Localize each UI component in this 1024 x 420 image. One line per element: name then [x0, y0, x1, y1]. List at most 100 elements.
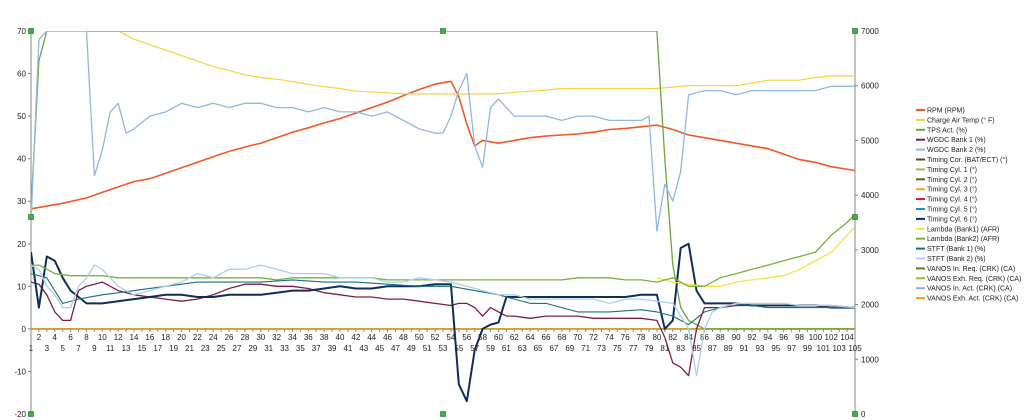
series-stft-bank-1 — [31, 273, 855, 326]
y-left-tick-label: -10 — [14, 367, 26, 376]
x-tick-label: 51 — [423, 344, 432, 353]
axes: 706050403020100-10-207000600050004000300… — [14, 27, 879, 419]
x-tick-label: 21 — [185, 344, 194, 353]
y-left-tick-label: -20 — [14, 410, 26, 419]
x-tick-label: 50 — [415, 333, 424, 342]
x-tick-label: 46 — [383, 333, 392, 342]
x-tick-label: 83 — [676, 344, 685, 353]
x-tick-label: 86 — [700, 333, 709, 342]
selection-handle — [28, 28, 34, 34]
x-tick-label: 31 — [264, 344, 273, 353]
x-tick-label: 64 — [526, 333, 535, 342]
series-charge-air-temp-f — [86, 31, 855, 95]
x-tick-label: 6 — [68, 333, 73, 342]
x-tick-label: 42 — [351, 333, 360, 342]
x-tick-label: 93 — [755, 344, 764, 353]
x-tick-label: 54 — [446, 333, 455, 342]
x-tick-label: 84 — [684, 333, 693, 342]
legend-label: VANOS In. Act. (CRK) (CA) — [927, 286, 1012, 293]
y-right-tick-label: 1000 — [861, 355, 879, 364]
x-tick-label: 29 — [248, 344, 257, 353]
y-left-tick-label: 20 — [17, 240, 26, 249]
x-tick-label: 100 — [809, 333, 823, 342]
x-tick-label: 76 — [621, 333, 630, 342]
legend-label: VANOS In. Req. (CRK) (CA) — [927, 266, 1015, 273]
x-tick-label: 28 — [240, 333, 249, 342]
x-tick-label: 60 — [494, 333, 503, 342]
series-wgdc-bank-1 — [31, 281, 855, 377]
legend-label: Timing Cyl. 2 (°) — [927, 176, 977, 184]
x-tick-label: 98 — [795, 333, 804, 342]
x-tick-label: 99 — [803, 344, 812, 353]
legend-label: Timing Cyl. 5 (°) — [927, 206, 977, 214]
x-tick-label: 75 — [613, 344, 622, 353]
x-tick-label: 39 — [328, 344, 337, 353]
x-tick-label: 2 — [37, 333, 42, 342]
x-tick-label: 11 — [106, 344, 115, 353]
x-tick-label: 10 — [98, 333, 107, 342]
x-tick-label: 58 — [478, 333, 487, 342]
x-tick-label: 87 — [708, 344, 717, 353]
selection-handle — [440, 411, 446, 417]
y-right-tick-label: 4000 — [861, 191, 879, 200]
series-timing-cyl-6 — [31, 242, 855, 403]
legend-label: Timing Cyl. 1 (°) — [927, 166, 977, 174]
x-tick-label: 59 — [486, 344, 495, 353]
x-tick-label: 36 — [304, 333, 313, 342]
x-tick-label: 66 — [542, 333, 551, 342]
series-lambda-bank1-afr — [656, 226, 855, 287]
y-right-tick-label: 3000 — [861, 246, 879, 255]
x-tick-label: 23 — [201, 344, 210, 353]
x-tick-label: 12 — [114, 333, 123, 342]
x-tick-label: 14 — [130, 333, 139, 342]
y-left-tick-label: 10 — [17, 282, 26, 291]
selection-handle — [852, 411, 858, 417]
y-left-tick-label: 70 — [17, 27, 26, 36]
x-tick-label: 97 — [787, 344, 796, 353]
x-tick-label: 4 — [53, 333, 58, 342]
y-right-tick-label: 5000 — [861, 136, 879, 145]
legend-label: Timing Cyl. 6 (°) — [927, 215, 977, 223]
selection-handles — [28, 28, 858, 417]
x-tick-label: 88 — [716, 333, 725, 342]
plot-lines — [31, 31, 855, 403]
x-tick-label: 43 — [359, 344, 368, 353]
x-tick-label: 48 — [399, 333, 408, 342]
x-tick-label: 63 — [518, 344, 527, 353]
x-tick-label: 82 — [668, 333, 677, 342]
x-tick-label: 70 — [573, 333, 582, 342]
x-tick-label: 61 — [502, 344, 511, 353]
y-left-tick-label: 0 — [22, 325, 27, 334]
legend-label: STFT (Bank 2) (%) — [927, 256, 986, 263]
legend-label: STFT (Bank 1) (%) — [927, 246, 986, 253]
legend-label: Lambda (Bank1) (AFR) — [927, 226, 999, 233]
x-tick-label: 49 — [407, 344, 416, 353]
y-right-tick-label: 6000 — [861, 82, 879, 91]
x-tick-label: 26 — [225, 333, 234, 342]
x-tick-label: 13 — [122, 344, 131, 353]
x-tick-label: 91 — [740, 344, 749, 353]
x-tick-label: 18 — [161, 333, 170, 342]
selection-handle — [852, 214, 858, 220]
y-left-tick-label: 50 — [17, 112, 26, 121]
y-left-tick-label: 30 — [17, 197, 26, 206]
x-tick-label: 34 — [288, 333, 297, 342]
x-tick-label: 89 — [724, 344, 733, 353]
x-tick-label: 80 — [652, 333, 661, 342]
x-tick-label: 94 — [763, 333, 772, 342]
x-tick-label: 8 — [84, 333, 89, 342]
x-tick-label: 47 — [391, 344, 400, 353]
legend: RPM (RPM)Charge Air Temp (° F) TPS Act. (… — [916, 108, 1021, 303]
x-tick-label: 7 — [76, 344, 81, 353]
x-tick-label: 71 — [581, 344, 590, 353]
selection-handle — [440, 28, 446, 34]
x-tick-label: 15 — [137, 344, 146, 353]
x-tick-label: 67 — [549, 344, 558, 353]
y-right-tick-label: 2000 — [861, 301, 879, 310]
selection-handle — [852, 28, 858, 34]
x-tick-label: 74 — [605, 333, 614, 342]
x-tick-label: 1 — [29, 344, 34, 353]
x-tick-label: 25 — [217, 344, 226, 353]
x-tick-label: 32 — [272, 333, 281, 342]
x-tick-label: 27 — [233, 344, 242, 353]
